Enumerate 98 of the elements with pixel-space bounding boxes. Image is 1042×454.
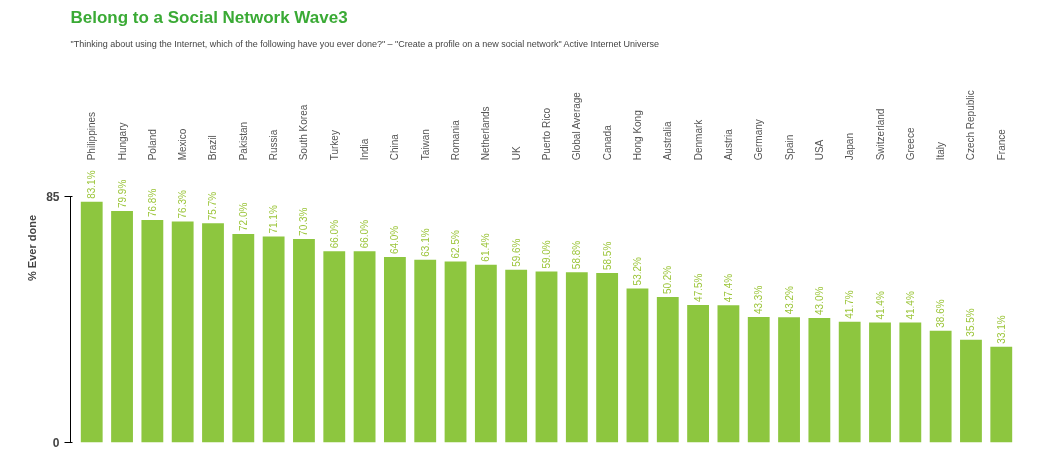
x-tick-label: Czech Republic — [965, 90, 977, 161]
data-label: 62.5% — [450, 230, 462, 259]
data-label: 64.0% — [389, 225, 401, 255]
x-tick-label: India — [359, 138, 371, 161]
bar — [262, 236, 285, 443]
data-label: 59.0% — [541, 240, 552, 269]
data-label: 43.0% — [813, 286, 825, 315]
data-label: 63.1% — [419, 228, 431, 257]
bar — [596, 273, 619, 443]
y-tick-label: 0 — [52, 436, 60, 450]
bar — [505, 269, 528, 443]
data-label: 50.2% — [662, 265, 674, 295]
bar — [474, 264, 497, 443]
data-label: 41.7% — [844, 290, 856, 319]
bar — [535, 271, 558, 443]
bar — [687, 304, 710, 443]
bar — [626, 288, 649, 443]
bar — [838, 321, 861, 443]
data-label: 43.3% — [753, 285, 765, 315]
bar — [80, 201, 103, 443]
x-tick-label: Mexico — [177, 128, 189, 161]
data-label: 47.4% — [722, 273, 734, 303]
data-label: 66.0% — [359, 219, 371, 249]
x-tick-label: Netherlands — [480, 106, 492, 161]
bar — [141, 220, 164, 443]
data-label: 76.3% — [177, 190, 189, 219]
data-label: 35.5% — [965, 308, 977, 337]
x-tick-label: Japan — [844, 133, 856, 161]
data-label: 70.3% — [298, 207, 310, 236]
x-tick-label: Global Average — [571, 91, 583, 161]
data-label: 33.1% — [995, 315, 1007, 344]
x-tick-label: USA — [813, 139, 825, 161]
x-tick-label: Italy — [935, 141, 947, 161]
data-label: 47.5% — [692, 273, 704, 302]
data-label: 58.5% — [601, 241, 613, 271]
x-tick-label: Russia — [268, 129, 280, 161]
x-tick-label: China — [389, 133, 401, 161]
x-tick-label: Australia — [662, 120, 674, 161]
bar — [565, 272, 588, 443]
data-label: 76.8% — [146, 188, 158, 218]
bar — [778, 317, 800, 443]
x-tick-label: Taiwan — [419, 129, 431, 161]
x-tick-label: Denmark — [692, 118, 704, 161]
bar — [869, 322, 891, 443]
bar — [747, 317, 770, 443]
data-label: 58.8% — [571, 240, 583, 270]
data-label: 79.9% — [116, 179, 128, 209]
bar — [171, 221, 194, 443]
x-tick-label: Greece — [904, 127, 916, 161]
bar — [929, 330, 952, 443]
y-axis-title: % Ever done — [26, 214, 39, 282]
data-label: 61.4% — [480, 233, 492, 262]
bar — [656, 297, 679, 443]
bar — [899, 322, 922, 443]
data-label: 38.6% — [935, 299, 947, 328]
bar — [808, 317, 831, 443]
bar — [960, 339, 982, 443]
data-label: 71.1% — [268, 205, 280, 234]
x-tick-label: Romania — [450, 119, 462, 161]
bar — [383, 257, 406, 443]
data-label: 41.4% — [904, 291, 916, 320]
bar — [111, 211, 133, 443]
bar — [414, 259, 437, 443]
bar — [202, 223, 224, 443]
x-tick-label: Poland — [146, 129, 158, 161]
data-label: 75.7% — [207, 191, 219, 221]
chart-subtitle: "Thinking about using the Internet, which of the following have you ever done?" – "Create a profile on a new social network" Active Internet Universe — [70, 38, 660, 49]
x-tick-label: South Korea — [298, 104, 310, 161]
chart-title: Belong to a Social Network Wave3 — [70, 7, 348, 27]
bar — [323, 251, 346, 443]
x-tick-label: Austria — [722, 128, 734, 161]
x-tick-label: Brazil — [207, 135, 219, 161]
bar — [353, 251, 376, 443]
x-tick-label: UK — [510, 146, 522, 161]
x-tick-label: Hungary — [116, 122, 128, 161]
y-tick-label: 85 — [46, 189, 60, 204]
x-tick-label: Pakistan — [237, 121, 249, 161]
data-label: 66.0% — [328, 219, 340, 249]
x-tick-label: Switzerland — [874, 108, 886, 161]
x-tick-label: Germany — [753, 119, 765, 161]
data-label: 41.4% — [874, 291, 886, 320]
bar — [717, 305, 740, 443]
bar — [232, 233, 255, 443]
data-label: 43.2% — [783, 285, 795, 315]
x-tick-label: France — [995, 128, 1007, 161]
x-tick-label: Puerto Rico — [541, 107, 552, 161]
bar — [990, 346, 1013, 443]
data-label: 59.6% — [510, 238, 522, 267]
x-tick-label: Hong Kong — [631, 110, 643, 161]
x-tick-label: Philippines — [86, 111, 98, 161]
data-label: 53.2% — [631, 256, 643, 286]
x-tick-label: Spain — [783, 134, 795, 161]
data-label: 83.1% — [86, 170, 98, 199]
data-label: 72.0% — [237, 202, 249, 231]
x-tick-label: Turkey — [328, 130, 340, 161]
bar — [444, 261, 467, 443]
bar — [293, 238, 315, 443]
x-tick-label: Canada — [601, 124, 613, 161]
